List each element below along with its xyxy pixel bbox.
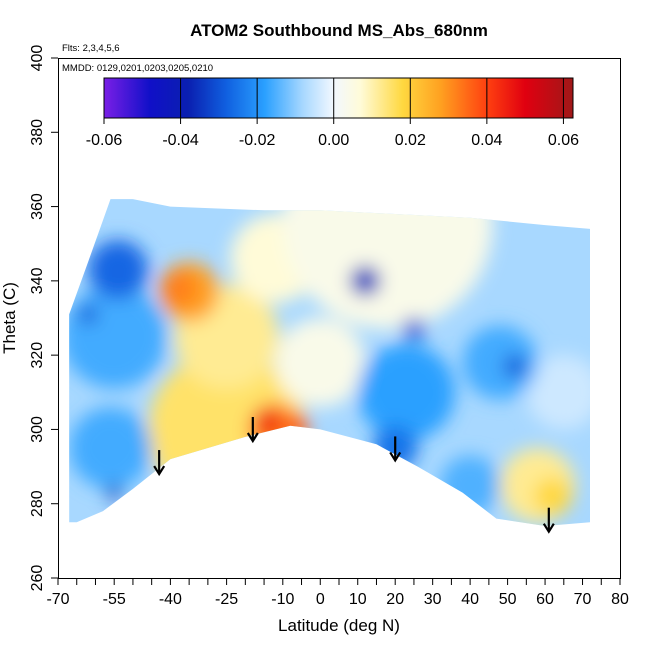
x-tick-label: 0 <box>316 591 325 608</box>
x-tick-label: -70 <box>46 591 69 608</box>
y-tick-label: 300 <box>29 416 46 443</box>
x-tick-label: -25 <box>215 591 238 608</box>
heatmap-region <box>440 455 501 515</box>
y-tick-label: 340 <box>29 267 46 294</box>
arrow-head <box>153 465 166 477</box>
arrow-head <box>389 451 402 463</box>
y-axis-label: Theta (C) <box>0 282 19 354</box>
colorbar-tick-label: 0.02 <box>395 132 426 149</box>
colorbar-rect <box>103 77 574 119</box>
heatmap-region <box>159 269 197 307</box>
x-tick-label: 10 <box>349 591 367 608</box>
arrows-layer <box>153 417 555 534</box>
heatmap-region <box>357 344 456 441</box>
heatmap-region <box>78 305 98 324</box>
flights-annotation: Flts: 2,3,4,5,6 <box>62 43 120 54</box>
colorbar-tick-label: -0.02 <box>239 132 276 149</box>
x-tick-label: -40 <box>159 591 182 608</box>
colorbar-tick-label: -0.06 <box>86 132 123 149</box>
heatmap-region <box>275 318 366 408</box>
heatmap-region <box>533 477 572 515</box>
x-tick-label: 50 <box>499 591 517 608</box>
heatmap-region <box>350 266 381 296</box>
heatmap-region <box>282 199 493 330</box>
y-tick-label: 280 <box>29 490 46 517</box>
y-tick-label: 360 <box>29 193 46 220</box>
x-tick-label: -10 <box>271 591 294 608</box>
y-tick-label: 380 <box>29 119 46 146</box>
heatmap-region <box>87 240 148 300</box>
x-axis-label: Latitude (deg N) <box>278 616 400 635</box>
arrow-head <box>246 432 259 444</box>
colorbar: -0.06 -0.04 -0.02 0.00 0.02 0.04 0.06 <box>86 77 579 149</box>
heatmap-region <box>286 414 310 437</box>
colorbar-tick-label: 0.04 <box>471 132 502 149</box>
heatmap-region <box>69 284 167 389</box>
heatmap-region <box>462 325 538 400</box>
x-tick-label: 70 <box>574 591 592 608</box>
x-tick-label: 30 <box>424 591 442 608</box>
y-tick-label: 320 <box>29 342 46 369</box>
colorbar-tick-label: 0.00 <box>318 132 349 149</box>
heatmap-region <box>402 318 426 341</box>
y-tick-label: 260 <box>29 565 46 592</box>
x-tick-label: -55 <box>103 591 126 608</box>
x-tick-label: 20 <box>386 591 404 608</box>
x-tick-label: 40 <box>461 591 479 608</box>
colorbar-tick-label: -0.04 <box>162 132 199 149</box>
colorbar-tick-label: 0.06 <box>548 132 579 149</box>
x-tick-label: 80 <box>611 591 629 608</box>
arrow-head <box>542 523 555 534</box>
heatmap-region <box>526 355 590 430</box>
heatmap-region <box>503 355 527 378</box>
axes: -70 -55 -40 -25 -10 0 10 20 30 40 50 60 70 80 260 280 30… <box>29 45 629 608</box>
heatmap-region <box>69 407 152 489</box>
y-tick-label: 400 <box>29 45 46 72</box>
heatmap-region <box>254 409 281 435</box>
heatmap-region <box>106 485 122 501</box>
chart-title: ATOM2 Southbound MS_Abs_680nm <box>190 21 488 40</box>
dates-annotation: MMDD: 0129,0201,0203,0205,0210 <box>62 63 213 74</box>
x-tick-label: 60 <box>536 591 554 608</box>
